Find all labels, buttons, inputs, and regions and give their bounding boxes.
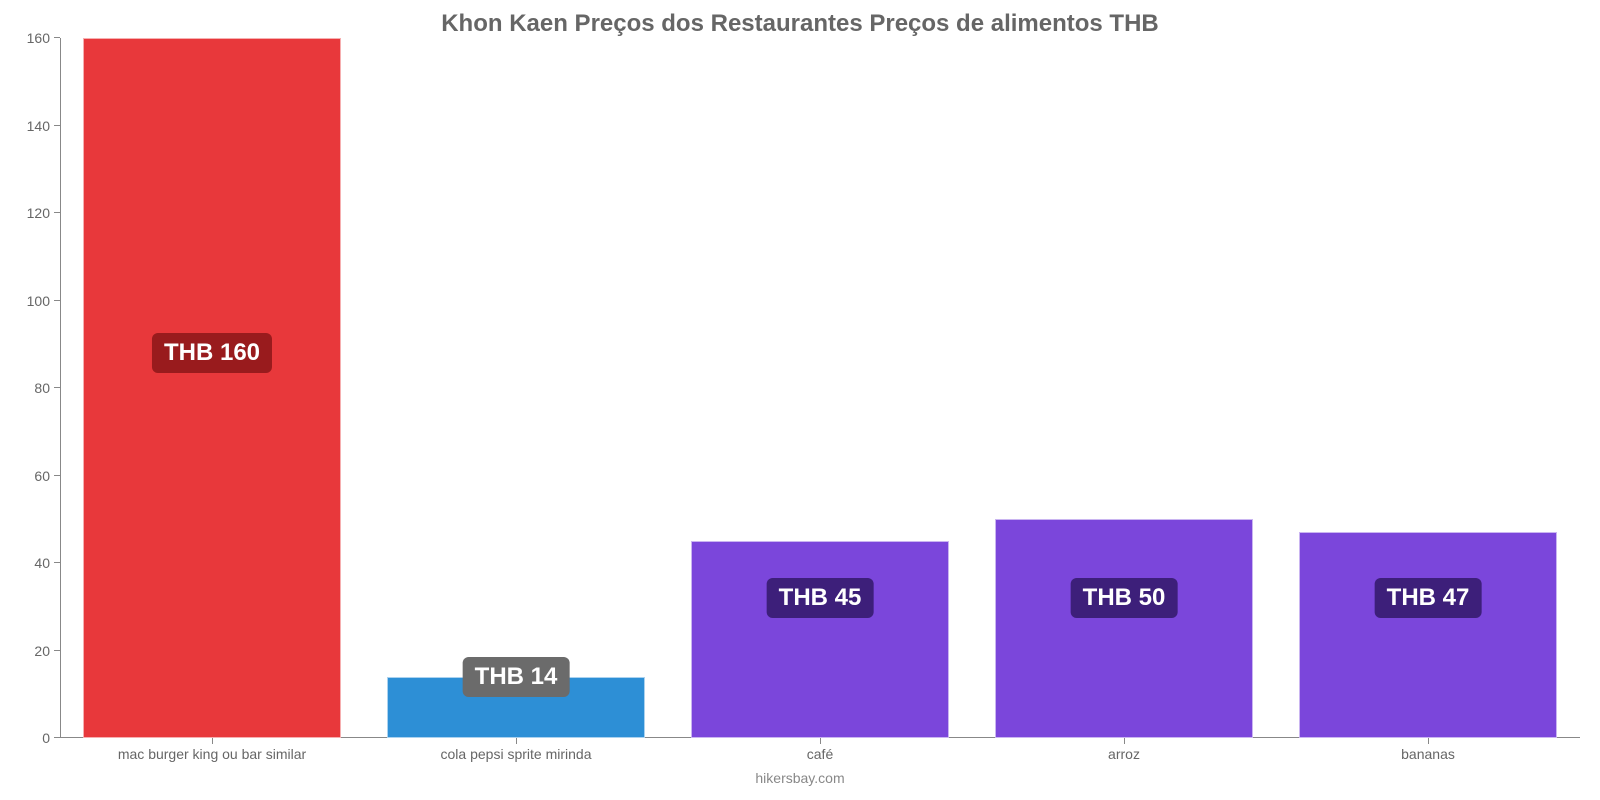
y-tick-label: 20 [34, 643, 50, 659]
bar-value-label: THB 50 [1071, 578, 1178, 618]
y-axis-line [60, 38, 61, 738]
y-tick-mark [54, 300, 60, 301]
bar-value-label: THB 160 [152, 333, 272, 373]
x-tick-mark [1124, 738, 1125, 744]
y-tick-mark [54, 562, 60, 563]
y-tick-label: 120 [27, 205, 50, 221]
y-tick-label: 160 [27, 30, 50, 46]
bar-value-label: THB 14 [463, 657, 570, 697]
bar-value-label: THB 47 [1375, 578, 1482, 618]
chart-title: Khon Kaen Preços dos Restaurantes Preços… [0, 10, 1600, 38]
chart-footer: hikersbay.com [0, 770, 1600, 786]
y-tick-mark [54, 737, 60, 738]
y-tick-mark [54, 650, 60, 651]
y-tick-label: 140 [27, 118, 50, 134]
y-tick-mark [54, 387, 60, 388]
y-tick-mark [54, 212, 60, 213]
y-tick-mark [54, 37, 60, 38]
y-tick-mark [54, 475, 60, 476]
x-category-label: cola pepsi sprite mirinda [441, 746, 592, 762]
bar [995, 519, 1253, 738]
x-tick-mark [1428, 738, 1429, 744]
y-tick-label: 0 [42, 730, 50, 746]
plot-area: 020406080100120140160THB 160mac burger k… [60, 38, 1580, 738]
x-category-label: café [807, 746, 833, 762]
bar-value-label: THB 45 [767, 578, 874, 618]
y-tick-label: 60 [34, 468, 50, 484]
bar [691, 541, 949, 738]
y-tick-label: 100 [27, 293, 50, 309]
x-category-label: arroz [1108, 746, 1140, 762]
bar [1299, 532, 1557, 738]
y-tick-label: 40 [34, 555, 50, 571]
x-tick-mark [516, 738, 517, 744]
x-category-label: mac burger king ou bar similar [118, 746, 306, 762]
y-tick-label: 80 [34, 380, 50, 396]
x-tick-mark [212, 738, 213, 744]
x-category-label: bananas [1401, 746, 1455, 762]
y-tick-mark [54, 125, 60, 126]
bar [83, 38, 341, 738]
x-tick-mark [820, 738, 821, 744]
